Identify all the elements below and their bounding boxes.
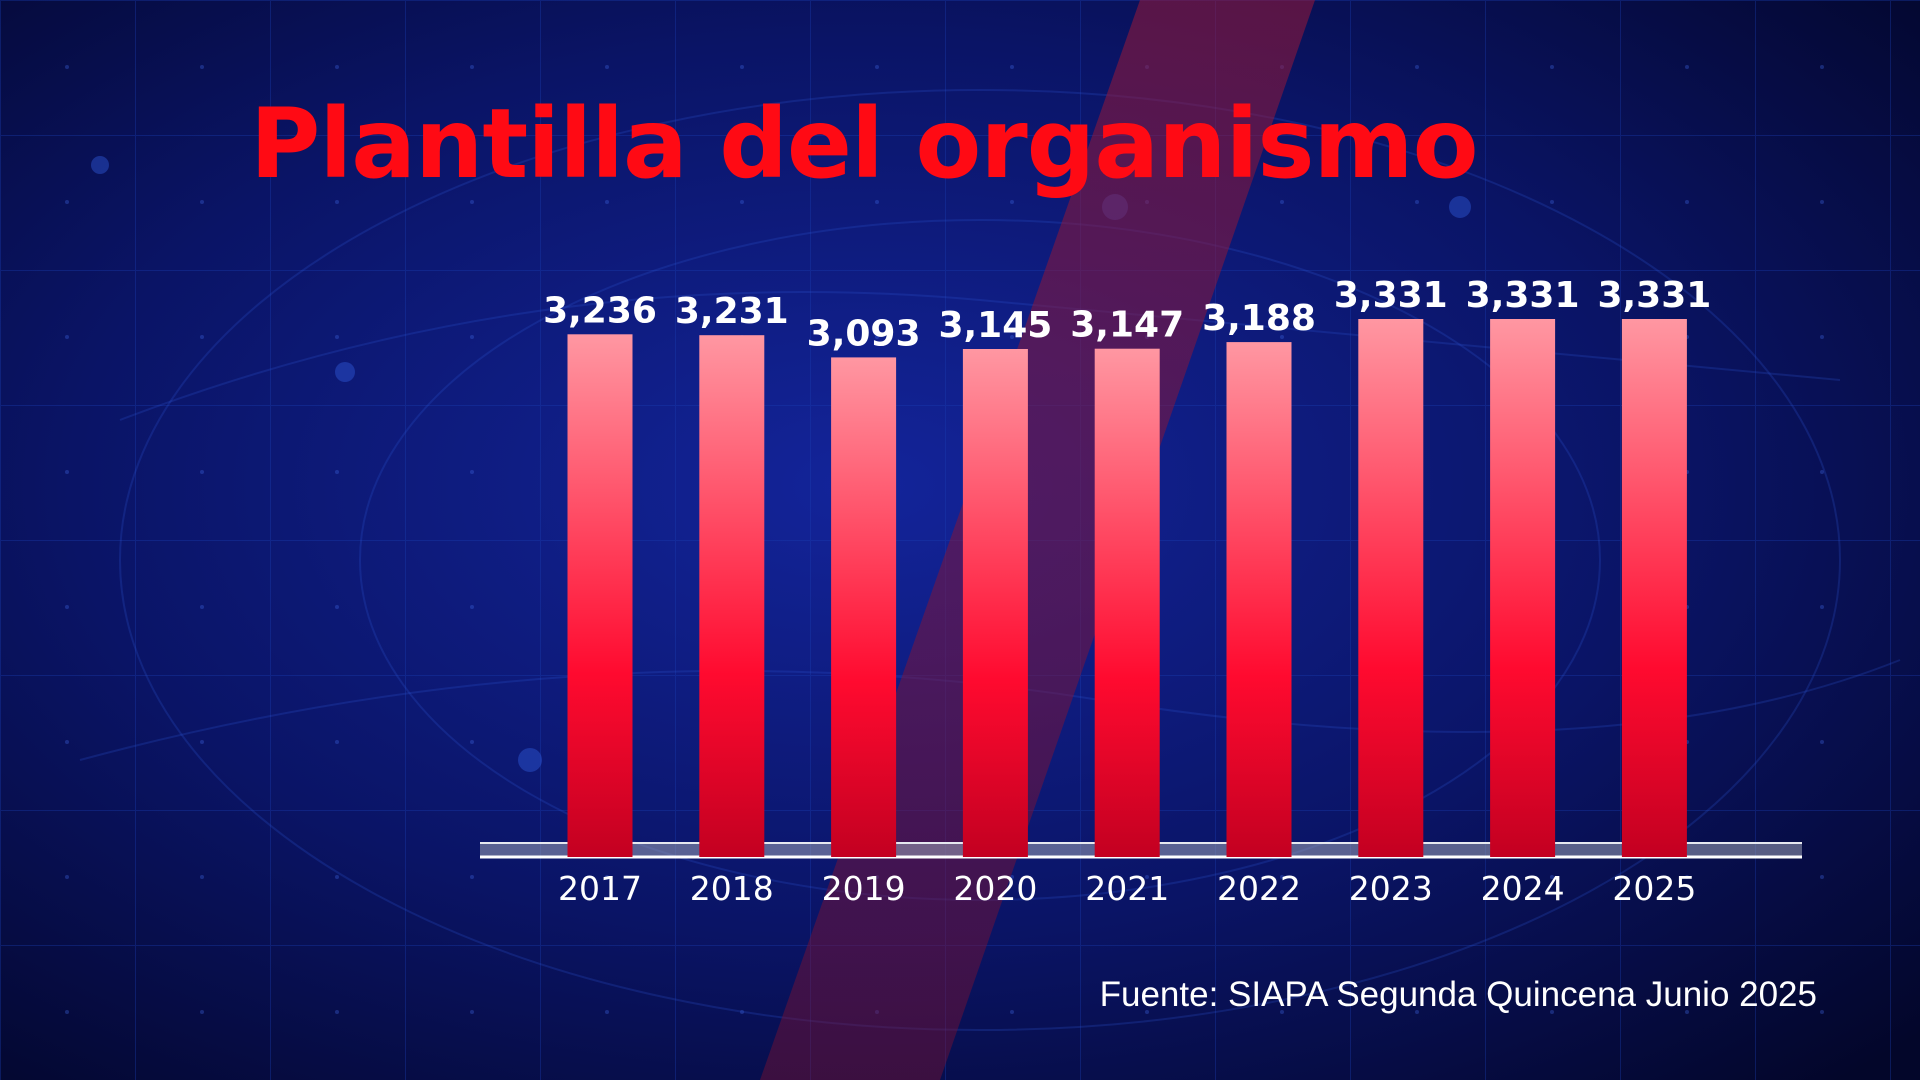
category-label-2024: 2024: [1481, 869, 1565, 908]
bar-2025: [1621, 319, 1687, 857]
value-label-2019: 3,093: [807, 313, 921, 354]
category-label-2020: 2020: [953, 869, 1037, 908]
category-label-2023: 2023: [1349, 869, 1433, 908]
labels-layer: 3,236 2017 3,231 2018 3,093 2019 3,145 2020 3,14…: [543, 275, 1711, 908]
bar-2021: [1094, 348, 1160, 857]
value-label-2017: 3,236: [543, 290, 657, 331]
value-label-2021: 3,147: [1070, 305, 1184, 346]
value-label-2025: 3,331: [1597, 275, 1711, 316]
category-label-2017: 2017: [558, 869, 642, 908]
bar-2018: [699, 335, 765, 857]
bar-2024: [1490, 319, 1556, 857]
bars-layer: [567, 319, 1687, 858]
value-label-2024: 3,331: [1466, 275, 1580, 316]
bar-2017: [567, 334, 633, 857]
value-label-2020: 3,145: [938, 305, 1052, 346]
chart-title: Plantilla del organismo: [250, 88, 1479, 200]
category-label-2019: 2019: [822, 869, 906, 908]
bar-2022: [1226, 342, 1292, 858]
source-note: Fuente: SIAPA Segunda Quincena Junio 202…: [1099, 975, 1817, 1014]
value-label-2018: 3,231: [675, 291, 789, 332]
bar-2019: [831, 357, 897, 857]
bar-2020: [962, 349, 1028, 857]
category-label-2018: 2018: [690, 869, 774, 908]
category-label-2021: 2021: [1085, 869, 1169, 908]
value-label-2022: 3,188: [1202, 298, 1316, 339]
category-label-2022: 2022: [1217, 869, 1301, 908]
value-label-2023: 3,331: [1334, 275, 1448, 316]
bar-2023: [1358, 319, 1424, 857]
category-label-2025: 2025: [1612, 869, 1696, 908]
